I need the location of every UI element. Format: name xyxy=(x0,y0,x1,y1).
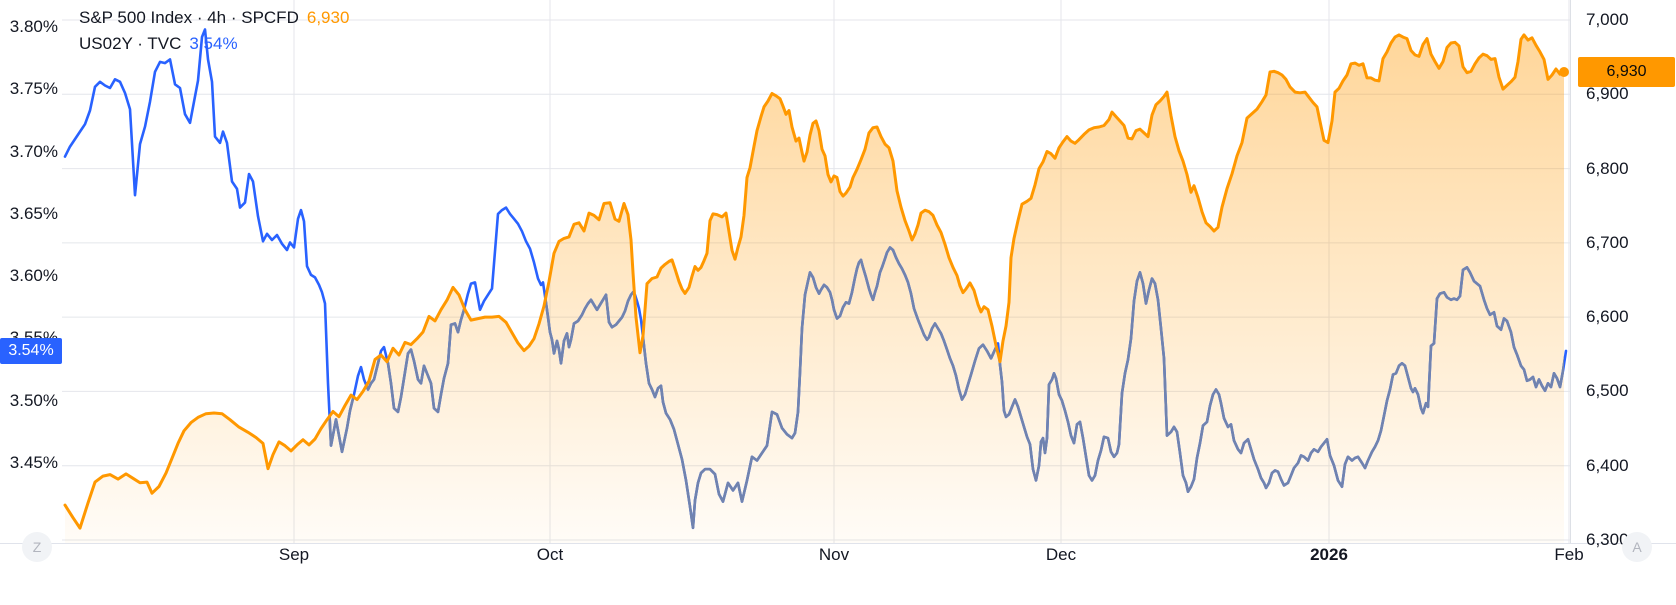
right-axis-tick: 6,800 xyxy=(1586,159,1629,178)
legend-sp500-value: 6,930 xyxy=(306,8,350,27)
sp500-last-price-badge: 6,930 xyxy=(1578,57,1675,87)
right-axis-tick: 6,600 xyxy=(1586,307,1629,326)
sp500-last-point-dot xyxy=(1559,67,1569,77)
legend: S&P 500 Index · 4h · SPCFD 6,930 US02Y · … xyxy=(79,5,349,57)
legend-us02y-title: US02Y · TVC xyxy=(79,34,182,53)
bottom-right-a-button[interactable]: A xyxy=(1622,532,1652,562)
time-axis-tick: Feb xyxy=(1554,545,1584,564)
us02y-last-price-badge: 3.54% xyxy=(0,338,62,364)
time-axis-tick: 2026 xyxy=(1310,545,1348,564)
time-axis-tick: Dec xyxy=(1045,545,1077,564)
right-axis-tick: 6,300 xyxy=(1586,530,1629,549)
time-axis-tick: Nov xyxy=(818,545,850,564)
legend-row-us02y[interactable]: US02Y · TVC 3.54% xyxy=(79,31,349,57)
time-axis-tick: Oct xyxy=(536,545,564,564)
price-axis-border xyxy=(1570,0,1571,543)
left-axis-tick: 3.65% xyxy=(9,204,58,223)
time-axis-separator xyxy=(0,543,1676,544)
legend-us02y-value: 3.54% xyxy=(189,34,238,53)
left-axis-tick: 3.60% xyxy=(9,266,58,285)
right-axis-tick: 7,000 xyxy=(1586,10,1629,29)
left-axis-tick: 3.75% xyxy=(9,79,58,98)
left-axis-tick: 3.80% xyxy=(9,17,58,36)
sp500-area-fill xyxy=(65,34,1564,544)
time-axis-tick: Sep xyxy=(278,545,310,564)
legend-sp500-title: S&P 500 Index · 4h · SPCFD xyxy=(79,8,299,27)
legend-row-sp500[interactable]: S&P 500 Index · 4h · SPCFD 6,930 xyxy=(79,5,349,31)
bottom-left-z-button[interactable]: Z xyxy=(22,532,52,562)
sp500-line xyxy=(63,33,1566,530)
right-axis-tick: 6,900 xyxy=(1586,84,1629,103)
right-axis-tick: 6,500 xyxy=(1586,381,1629,400)
right-axis-tick: 6,400 xyxy=(1586,456,1629,475)
right-axis-tick: 6,700 xyxy=(1586,233,1629,252)
left-axis-tick: 3.45% xyxy=(9,453,58,472)
left-axis-tick: 3.70% xyxy=(9,142,58,161)
left-axis-tick: 3.50% xyxy=(9,391,58,410)
